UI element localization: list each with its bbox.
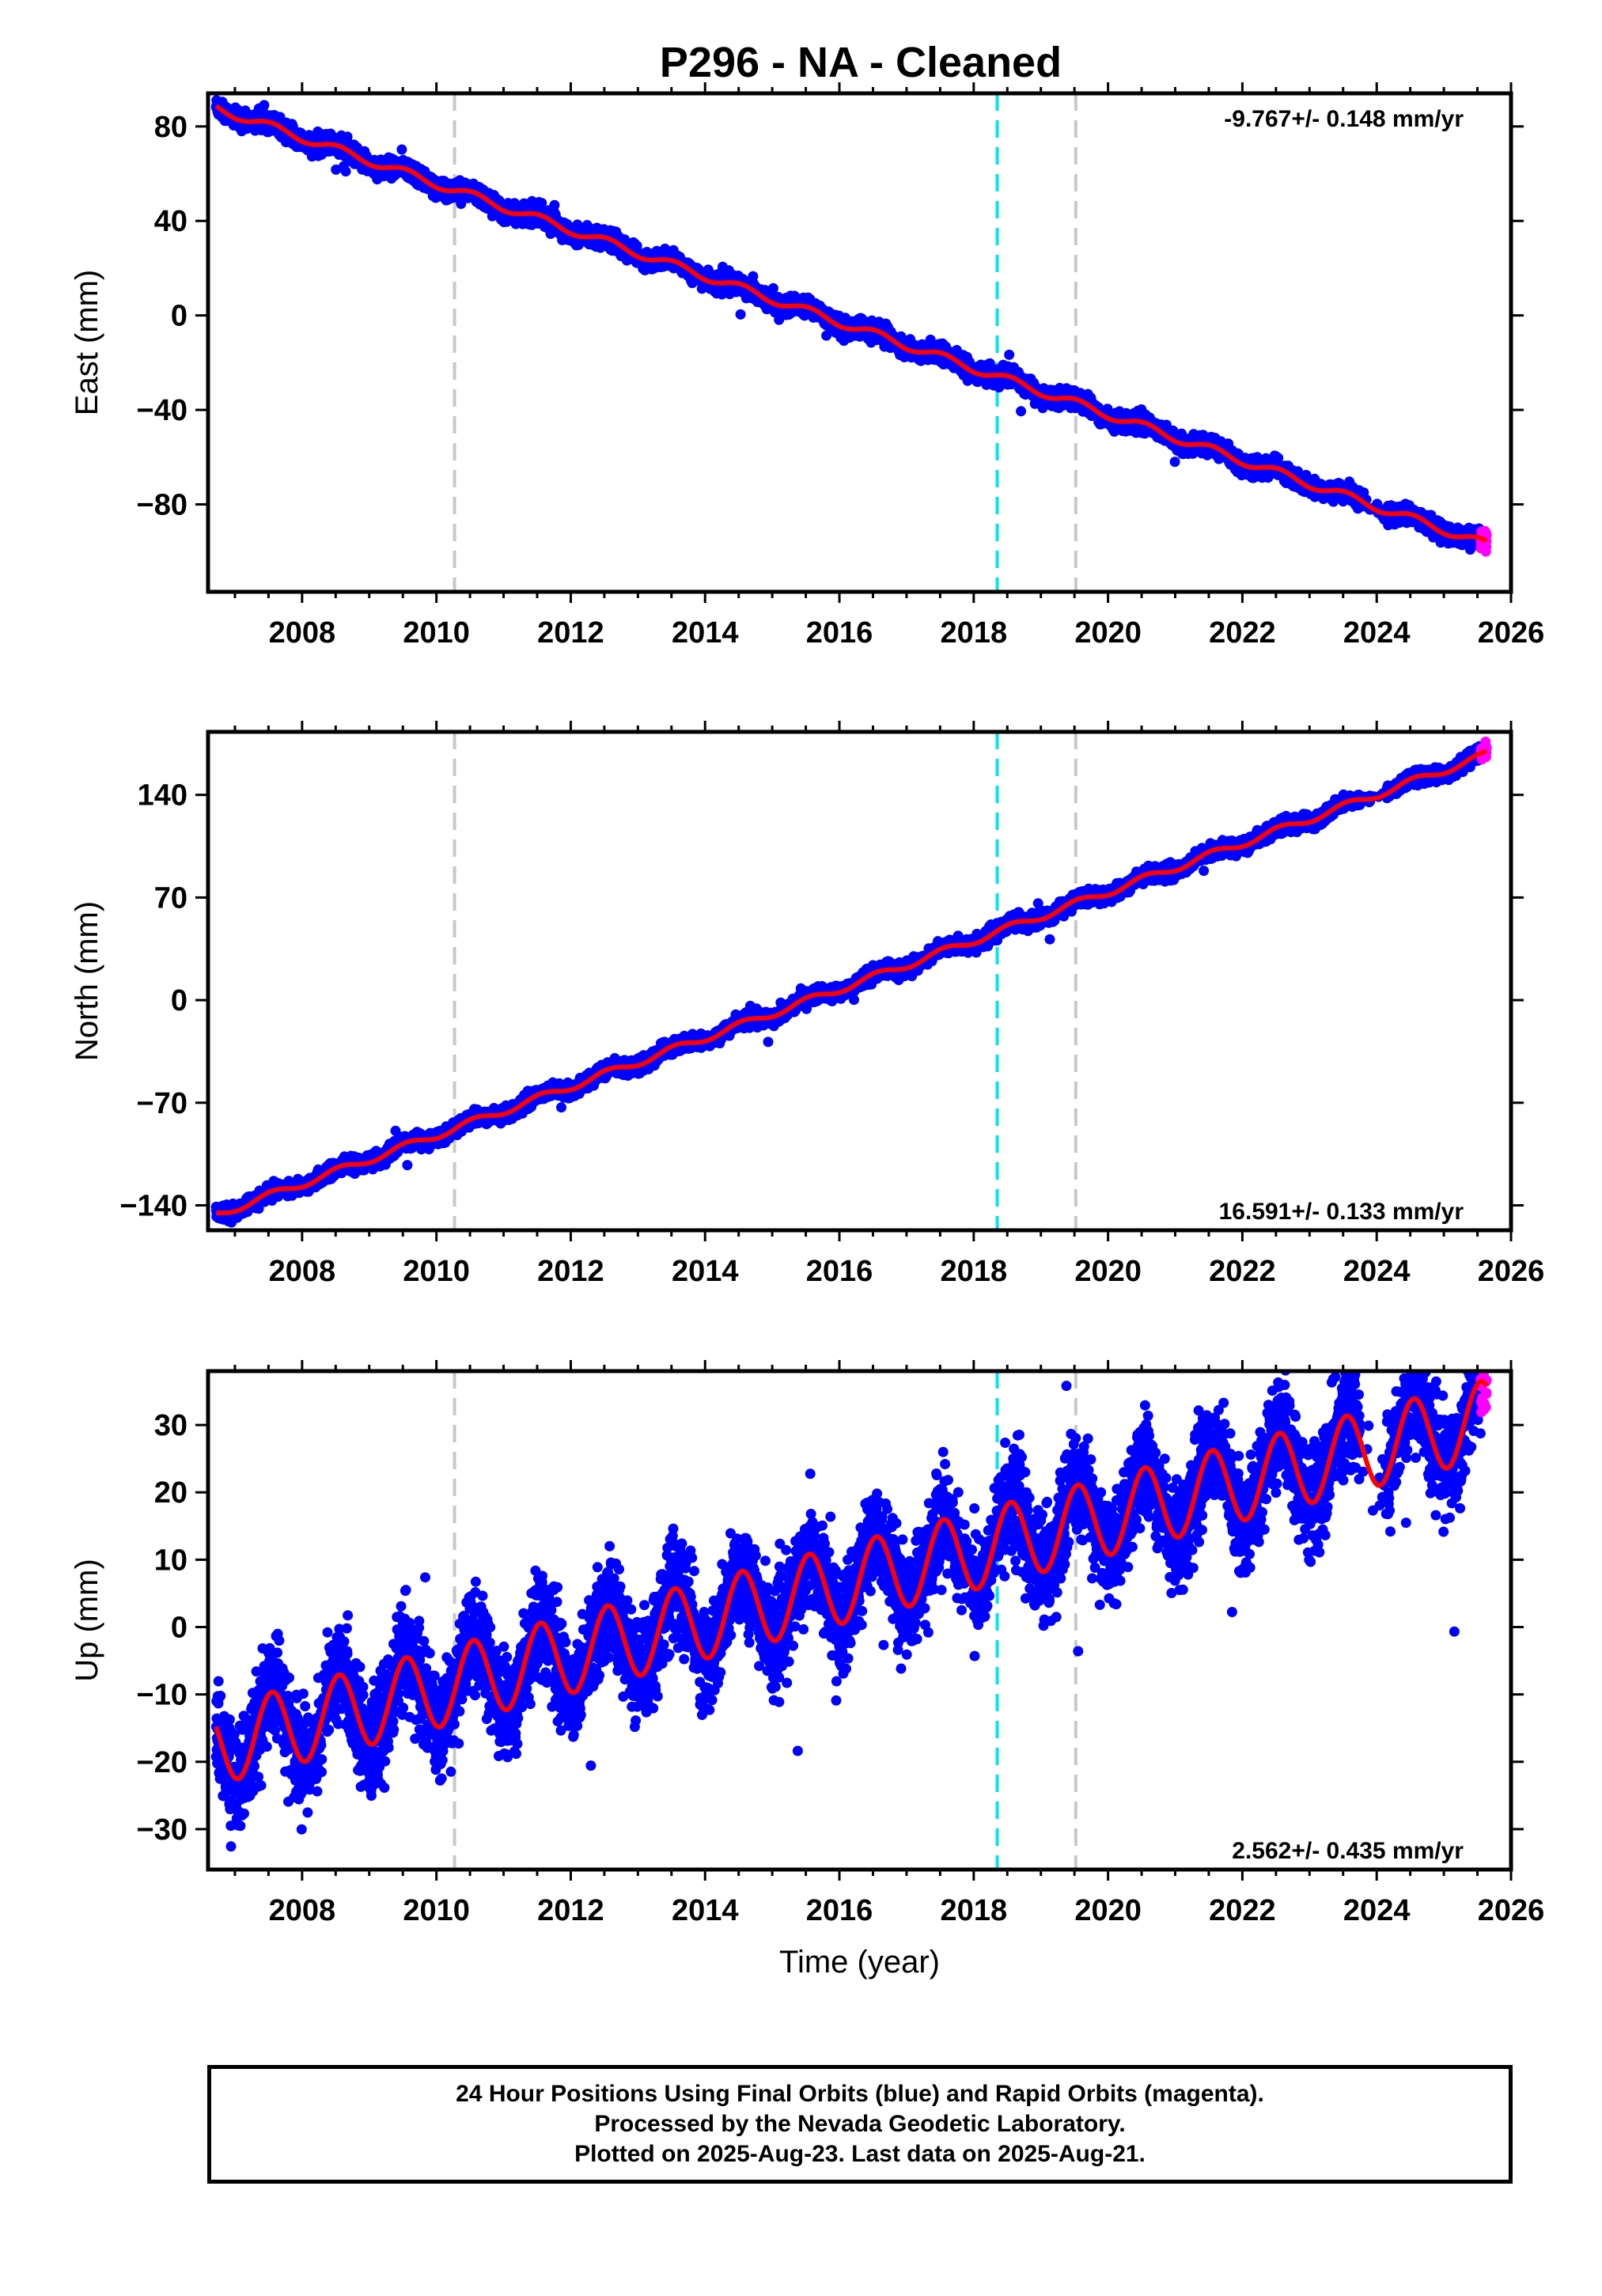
final-orbit-point-261 xyxy=(259,100,270,111)
panel-east: 2008 2010 2012 2014 2016 2018 2020 2022 2024 2026… xyxy=(70,82,1544,650)
final-orbit-point-1840 xyxy=(549,199,560,210)
final-orbit-point-705 xyxy=(340,166,351,177)
figure-title: P296 - NA - Cleaned xyxy=(660,39,1062,86)
final-orbit-point-652 xyxy=(331,164,342,175)
final-orbit-point-4287 xyxy=(1004,349,1015,360)
final-orbit-point-4351 xyxy=(1016,406,1027,417)
panels: 2008 2010 2012 2014 2016 2018 2020 2022 2024 2026… xyxy=(70,82,1544,1980)
final-orbit-point-714 xyxy=(342,131,353,142)
final-orbit-points xyxy=(210,95,1486,555)
final-orbit-point-2852 xyxy=(735,309,746,320)
final-orbit-point-1010 xyxy=(396,144,407,155)
